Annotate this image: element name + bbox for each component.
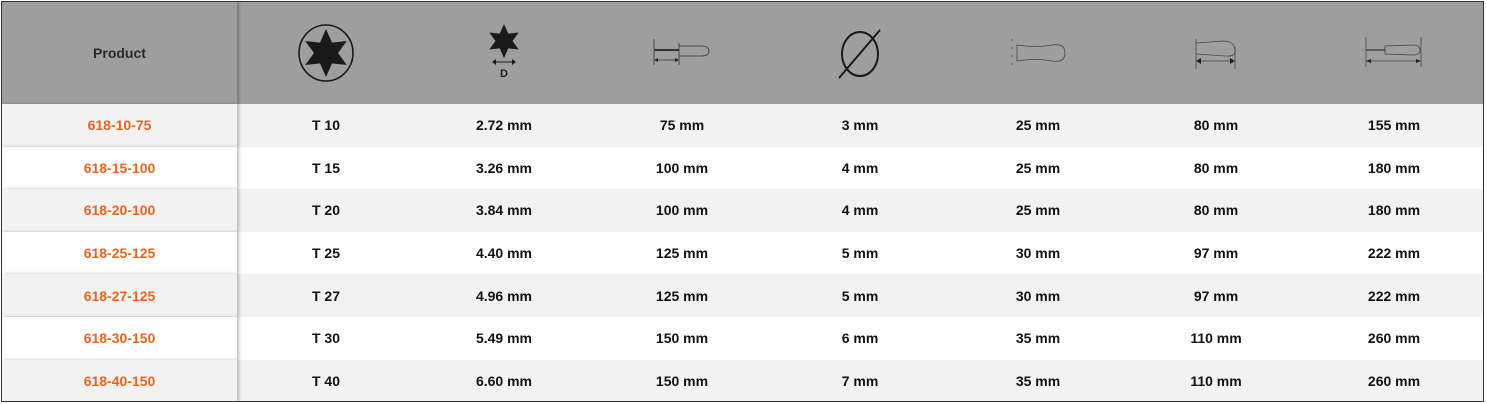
- spec-cell: T 15: [311, 159, 340, 176]
- spec-cell: 75 mm: [659, 117, 705, 134]
- product-cell: 618-10-75: [2, 104, 237, 147]
- spec-cell: T 10: [311, 117, 340, 134]
- table-header: Product D: [2, 2, 1483, 104]
- product-cell: 618-27-125: [2, 274, 237, 317]
- spec-cell: 155 mm: [1367, 117, 1421, 134]
- spec-cell: 110 mm: [1190, 372, 1242, 389]
- product-link[interactable]: 618-10-75: [87, 117, 152, 134]
- product-cell: 618-20-100: [2, 189, 237, 232]
- spec-cell: 260 mm: [1367, 372, 1421, 389]
- spec-cell: 25 mm: [1015, 159, 1061, 176]
- spec-cell: 222 mm: [1367, 245, 1421, 262]
- table-row: 618-30-150 T 30 5.49 mm 150 mm 6 mm 35 mm 110 …: [2, 316, 1483, 360]
- spec-cell: T 27: [311, 287, 340, 304]
- spec-cell: 30 mm: [1015, 245, 1061, 262]
- blade-length-icon: [653, 39, 710, 65]
- spec-cell: 125 mm: [655, 287, 709, 304]
- spec-cell: 6 mm: [841, 330, 879, 347]
- spec-cell: 2.72 mm: [475, 117, 533, 134]
- spec-cell: 3 mm: [841, 117, 879, 134]
- spec-cell: 125 mm: [655, 245, 709, 262]
- table-row: 618-27-125 T 27 4.96 mm 125 mm 5 mm 30 mm 97 m…: [2, 274, 1483, 317]
- spec-cell: 4.40 mm: [475, 245, 533, 262]
- table-row: 618-10-75 T 10 2.72 mm 75 mm 3 mm 25 mm 80 mm 1…: [2, 104, 1483, 147]
- product-cell: 618-40-150: [2, 359, 237, 401]
- table-row: 618-40-150 T 40 6.60 mm 150 mm 7 mm 35 mm 110 …: [2, 359, 1483, 401]
- product-link[interactable]: 618-40-150: [83, 372, 156, 389]
- header-shaft-diameter: [771, 2, 949, 104]
- spec-cell: 222 mm: [1367, 287, 1421, 304]
- spec-cell: 180 mm: [1367, 202, 1421, 219]
- spec-cell: 5 mm: [841, 287, 879, 304]
- table-row: 618-15-100 T 15 3.26 mm 100 mm 4 mm 25 mm 80 m…: [2, 146, 1483, 190]
- overall-length-icon: [1365, 37, 1422, 67]
- spec-cell: 35 mm: [1015, 330, 1061, 347]
- product-cell: 618-30-150: [2, 316, 237, 360]
- table-row: 618-25-125 T 25 4.40 mm 125 mm 5 mm 30 mm 97 m…: [2, 231, 1483, 275]
- product-cell: 618-25-125: [2, 231, 237, 275]
- spec-cell: 3.26 mm: [475, 159, 533, 176]
- spec-cell: 180 mm: [1367, 159, 1421, 176]
- product-link[interactable]: 618-25-125: [83, 245, 156, 262]
- torx-size-icon: [298, 24, 354, 82]
- spec-cell: 80 mm: [1193, 117, 1239, 134]
- handle-length-icon: [1195, 39, 1236, 69]
- header-blade-length: [593, 2, 771, 104]
- spec-cell: T 30: [311, 330, 340, 347]
- product-column-label: Product: [93, 45, 146, 61]
- spec-cell: 5.49 mm: [475, 330, 533, 347]
- product-link[interactable]: 618-20-100: [83, 202, 156, 219]
- spec-cell: 30 mm: [1015, 287, 1061, 304]
- spec-cell: 25 mm: [1015, 117, 1061, 134]
- shaft-diameter-icon: [838, 29, 881, 79]
- spec-cell: 97 mm: [1193, 287, 1239, 304]
- handle-diameter-icon: [1011, 39, 1066, 67]
- spec-cell: 80 mm: [1193, 159, 1239, 176]
- spec-cell: T 25: [311, 245, 340, 262]
- spec-cell: 150 mm: [655, 372, 709, 389]
- header-handle-length: [1127, 2, 1305, 104]
- product-link[interactable]: 618-15-100: [83, 159, 156, 176]
- spec-cell: 4 mm: [841, 202, 879, 219]
- spec-cell: 5 mm: [841, 245, 879, 262]
- table-row: 618-20-100 T 20 3.84 mm 100 mm 4 mm 25 mm 80 m…: [2, 189, 1483, 232]
- spec-cell: 80 mm: [1193, 202, 1239, 219]
- header-handle-diameter: [949, 2, 1127, 104]
- spec-cell: 35 mm: [1015, 372, 1061, 389]
- product-link[interactable]: 618-27-125: [83, 287, 156, 304]
- spec-cell: 260 mm: [1367, 330, 1421, 347]
- spec-cell: 7 mm: [841, 372, 879, 389]
- header-torx-size: [237, 2, 415, 104]
- spec-cell: T 40: [311, 372, 340, 389]
- table-body: 618-10-75 T 10 2.72 mm 75 mm 3 mm 25 mm 80 mm 1…: [2, 104, 1483, 401]
- spec-cell: 3.84 mm: [475, 202, 533, 219]
- spec-cell: 110 mm: [1190, 330, 1242, 347]
- spec-cell: 4.96 mm: [475, 287, 533, 304]
- spec-cell: 4 mm: [841, 159, 879, 176]
- spec-cell: 100 mm: [655, 159, 709, 176]
- torx-diameter-icon: D: [489, 24, 519, 80]
- header-product: Product: [2, 2, 237, 104]
- header-overall-length: [1305, 2, 1483, 104]
- spec-cell: 100 mm: [655, 202, 709, 219]
- diameter-label: D: [500, 68, 508, 80]
- spec-cell: T 20: [311, 202, 340, 219]
- spec-cell: 97 mm: [1193, 245, 1239, 262]
- spec-cell: 6.60 mm: [475, 372, 533, 389]
- product-link[interactable]: 618-30-150: [83, 330, 156, 347]
- spec-cell: 150 mm: [655, 330, 709, 347]
- spec-cell: 25 mm: [1015, 202, 1061, 219]
- product-cell: 618-15-100: [2, 146, 237, 190]
- header-torx-diameter: D: [415, 2, 593, 104]
